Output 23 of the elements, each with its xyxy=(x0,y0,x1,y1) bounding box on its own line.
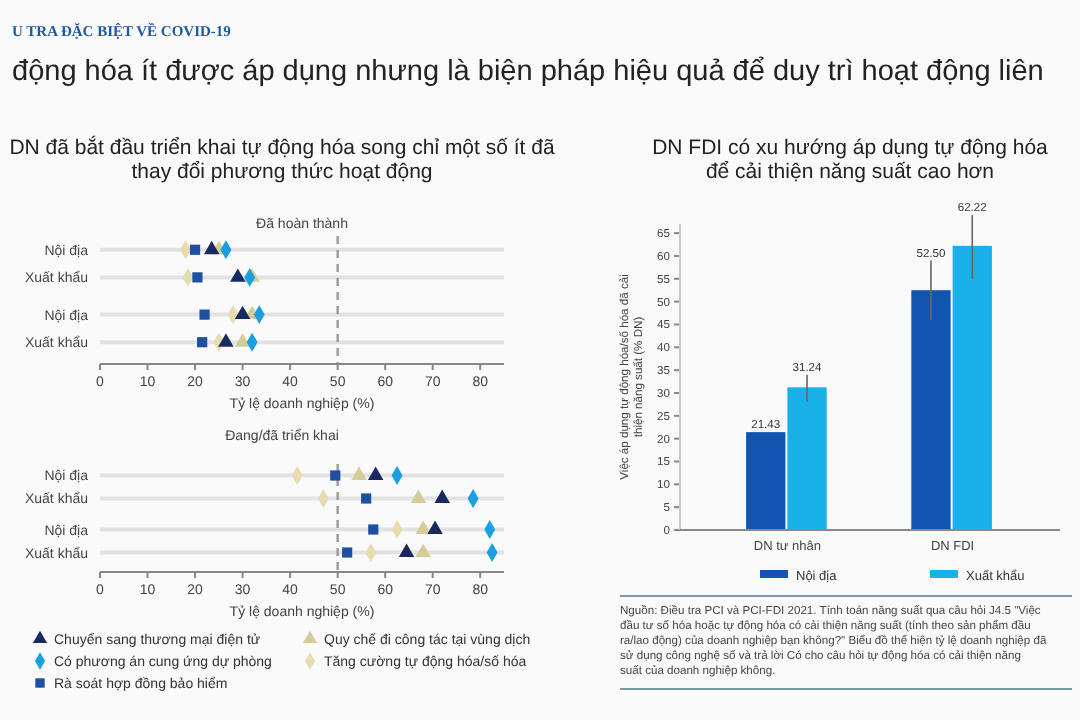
bar xyxy=(746,432,786,530)
point xyxy=(197,337,208,348)
point xyxy=(234,333,251,347)
point xyxy=(218,333,234,347)
point xyxy=(398,543,415,557)
bar xyxy=(787,387,827,530)
point xyxy=(367,466,384,480)
point xyxy=(351,466,367,480)
point xyxy=(415,543,431,557)
point xyxy=(361,493,372,504)
bar xyxy=(952,245,992,530)
point xyxy=(427,520,443,534)
bar xyxy=(911,290,951,530)
point xyxy=(192,272,203,283)
point xyxy=(203,240,220,255)
point xyxy=(342,547,353,558)
point xyxy=(189,244,201,255)
chart-title: DN đã bắt đầu triển khai tự động hóa song chỉ một số ít đã thay đổi phương thức hoạt động xyxy=(9,134,555,184)
point xyxy=(234,305,251,320)
text: động hóa ít được áp dụng nhưng là biện pháp hiệu quả để duy trì hoạt động liên xyxy=(12,56,1044,88)
point xyxy=(330,470,341,481)
chart-title: DN FDI có xu hướng áp dụng tự động hóa để cải thiện năng suất cao hơn xyxy=(652,136,1049,184)
point xyxy=(415,520,431,534)
